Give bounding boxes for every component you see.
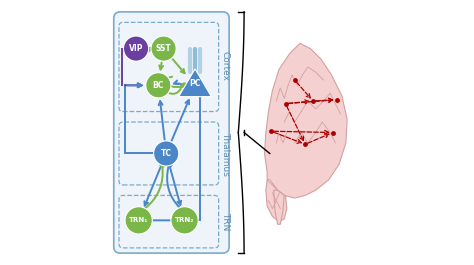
Text: Thalamus: Thalamus [221,131,230,175]
Text: Cortex: Cortex [221,51,230,81]
Circle shape [151,36,176,61]
Text: TC: TC [161,149,172,158]
Text: SST: SST [155,44,172,53]
Text: VIP: VIP [129,44,143,53]
Circle shape [125,207,152,234]
FancyBboxPatch shape [114,12,229,253]
Text: BC: BC [153,81,164,90]
Text: TRN₁: TRN₁ [129,217,148,223]
Circle shape [171,207,198,234]
Text: TRN: TRN [221,213,230,231]
Circle shape [154,141,179,166]
Circle shape [146,73,171,98]
Polygon shape [179,69,211,97]
Text: PC: PC [189,80,201,89]
Polygon shape [273,190,284,224]
Polygon shape [264,43,347,198]
Circle shape [123,36,149,61]
Text: TRN₂: TRN₂ [175,217,194,223]
Polygon shape [266,180,287,222]
